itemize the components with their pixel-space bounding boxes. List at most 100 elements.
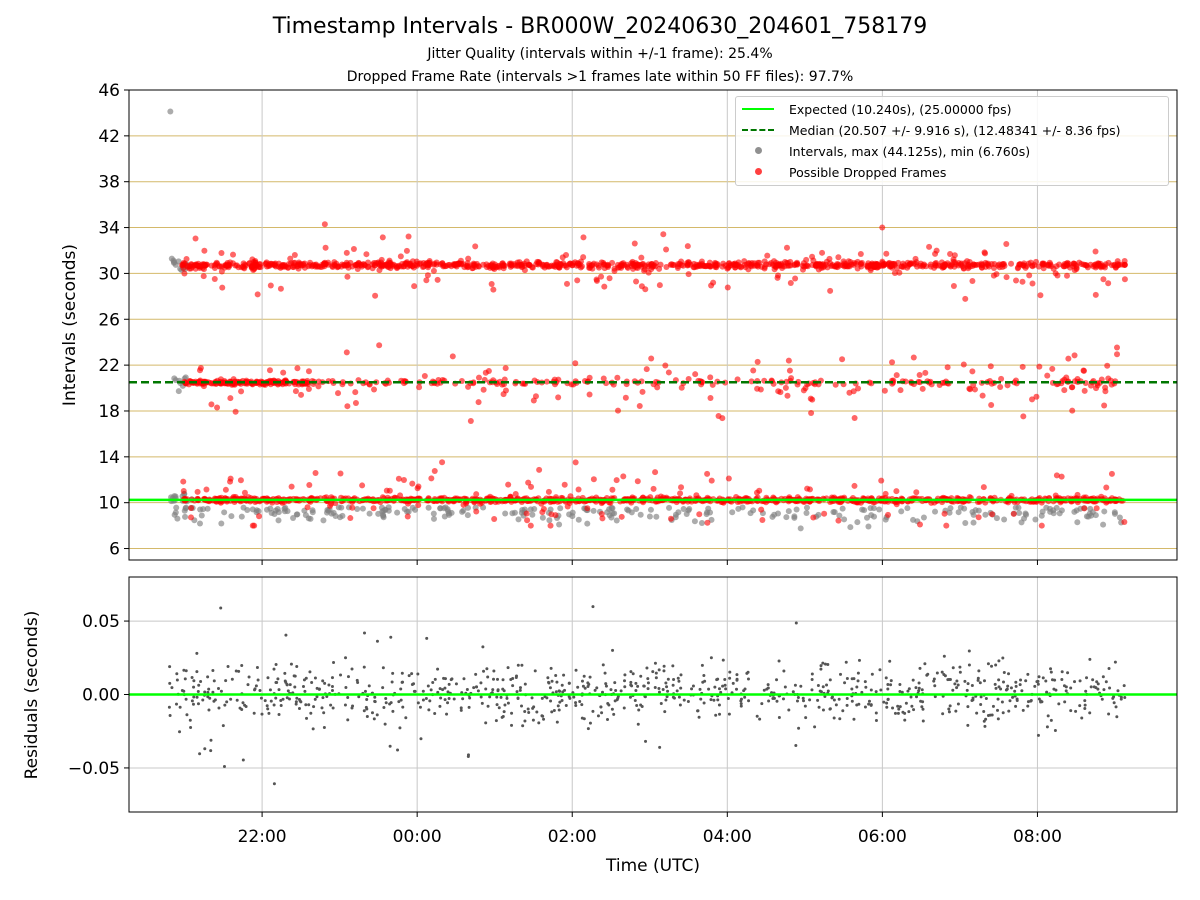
interval-point — [904, 505, 911, 512]
interval-point — [584, 520, 591, 527]
residual-point — [646, 681, 650, 685]
interval-point — [359, 505, 366, 512]
residual-point — [416, 672, 420, 676]
residual-point — [229, 697, 233, 701]
residual-point — [203, 690, 207, 694]
interval-point — [836, 512, 843, 519]
interval-point — [274, 505, 281, 512]
residual-point — [956, 683, 960, 687]
residual-point — [255, 666, 259, 670]
interval-point — [309, 509, 316, 516]
residual-point — [416, 701, 420, 705]
residual-point — [682, 698, 686, 702]
residual-point — [997, 659, 1001, 663]
dropped-frame-point — [663, 263, 670, 270]
residual-point — [637, 708, 641, 712]
residual-point — [168, 681, 172, 685]
dropped-frame-point — [620, 473, 627, 480]
dropped-frame-point — [724, 284, 731, 291]
residual-point — [828, 678, 832, 682]
dropped-frame-point — [778, 262, 785, 269]
dropped-frame-point — [851, 482, 858, 489]
residual-point — [454, 682, 458, 686]
dropped-frame-point — [439, 459, 446, 466]
residual-point — [739, 699, 743, 703]
residual-point — [1083, 703, 1087, 707]
residual-point — [1095, 680, 1099, 684]
residual-point — [665, 685, 669, 689]
dropped-frame-point — [707, 374, 714, 381]
residual-point — [502, 710, 506, 714]
residual-point — [794, 621, 798, 625]
residual-point — [567, 681, 571, 685]
dropped-frame-point — [350, 246, 357, 253]
residual-point — [476, 689, 480, 693]
dropped-frame-point — [250, 267, 257, 274]
residual-point — [889, 683, 893, 687]
dropped-frame-point — [526, 261, 533, 268]
residual-point — [700, 663, 704, 667]
residual-point — [1096, 682, 1100, 686]
residual-point — [555, 680, 559, 684]
dropped-frame-point — [304, 504, 311, 511]
residual-point — [279, 703, 283, 707]
dropped-frame-point — [1103, 484, 1110, 491]
residual-point — [675, 689, 679, 693]
dropped-frame-point — [306, 482, 313, 489]
dropped-frame-point — [631, 240, 638, 247]
dropped-frame-point — [704, 519, 711, 526]
dropped-frame-point — [586, 374, 593, 381]
residual-point — [1069, 686, 1073, 690]
residual-point — [329, 703, 333, 707]
residual-point — [935, 671, 939, 675]
residual-point — [259, 696, 263, 700]
dropped-frame-point — [989, 511, 996, 518]
dropped-frame-point — [606, 275, 613, 282]
residual-point — [1096, 687, 1100, 691]
residual-point — [505, 696, 509, 700]
dropped-frame-point — [931, 264, 938, 271]
residual-point — [1101, 675, 1105, 679]
dropped-frame-point — [604, 264, 611, 271]
residual-point — [1041, 676, 1045, 680]
residual-point — [898, 705, 902, 709]
residual-point — [516, 696, 520, 700]
residual-point — [856, 671, 860, 675]
interval-point — [238, 513, 245, 520]
interval-point — [175, 388, 182, 395]
dropped-frame-point — [601, 283, 608, 290]
dropped-frame-point — [409, 480, 416, 487]
residual-point — [739, 704, 743, 708]
residual-point — [659, 701, 663, 705]
residual-point — [295, 696, 299, 700]
residual-point — [801, 696, 805, 700]
residual-point — [560, 683, 564, 687]
residual-point — [1100, 697, 1104, 701]
residual-point — [676, 676, 680, 680]
dropped-frame-point — [1049, 365, 1056, 372]
dropped-frame-point — [893, 372, 900, 379]
interval-point — [171, 493, 178, 500]
dropped-frame-point — [759, 517, 766, 524]
residual-point — [622, 706, 626, 710]
dropped-frame-point — [1105, 280, 1112, 287]
residual-point — [1113, 660, 1117, 664]
residual-point — [521, 724, 525, 728]
dropped-frame-point — [692, 371, 699, 378]
top-y-tick-label: 18 — [98, 402, 120, 422]
interval-point — [382, 506, 389, 513]
dropped-frame-point — [1052, 492, 1059, 499]
dropped-frame-point — [372, 292, 379, 299]
dropped-frame-point — [256, 379, 263, 386]
dropped-frame-point — [552, 512, 559, 519]
dropped-frame-point — [505, 481, 512, 488]
residual-point — [623, 679, 627, 683]
residual-point — [857, 702, 861, 706]
residual-point — [531, 706, 535, 710]
residual-point — [192, 679, 196, 683]
residual-point — [309, 711, 313, 715]
residual-point — [581, 684, 585, 688]
dropped-frame-point — [218, 249, 225, 256]
residual-point — [886, 697, 890, 701]
residual-point — [1083, 706, 1087, 710]
